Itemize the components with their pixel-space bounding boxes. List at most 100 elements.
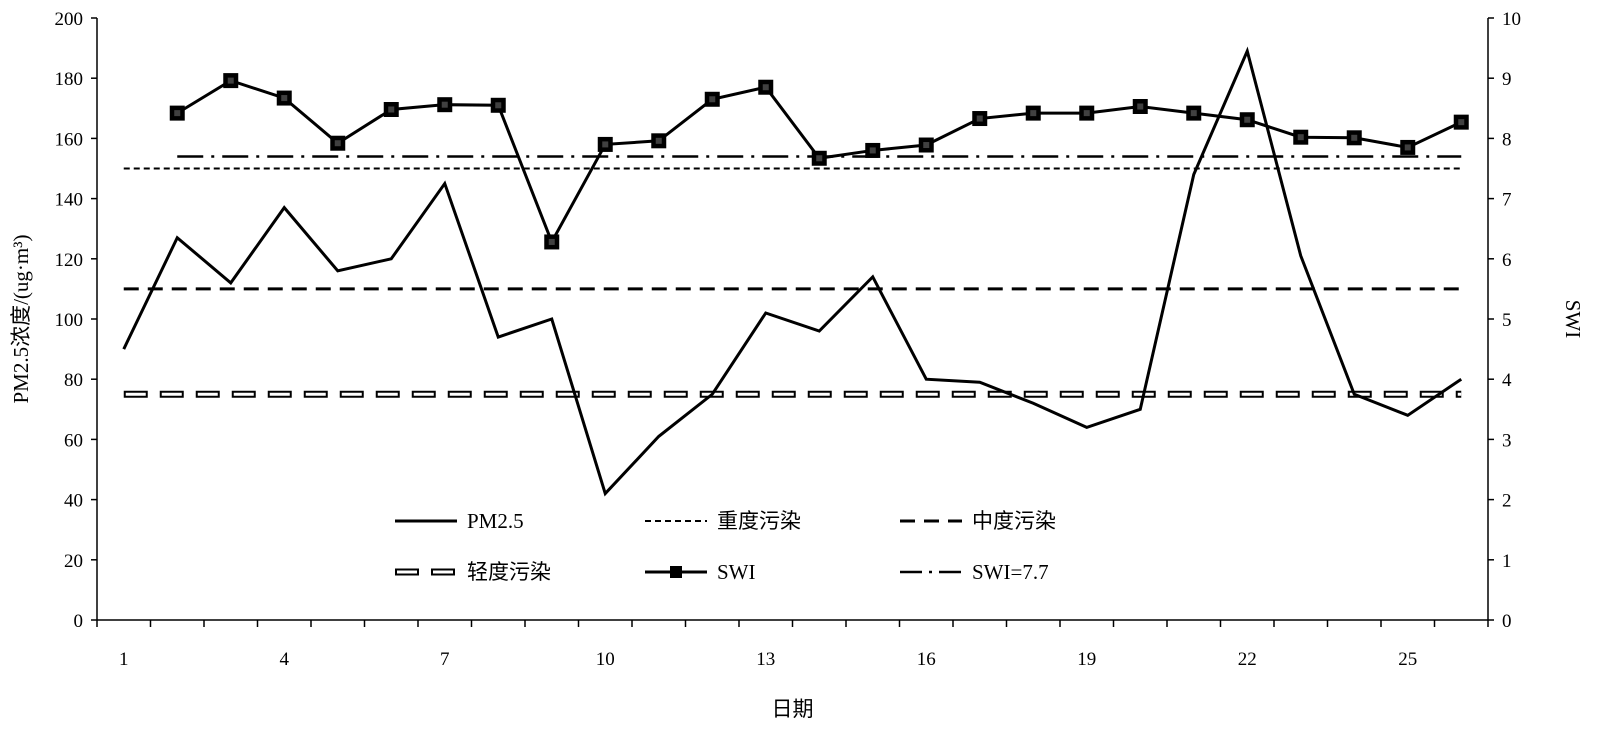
swi-point-marker xyxy=(865,142,881,158)
swi-point-marker-highlight xyxy=(1244,116,1251,123)
y-left-axis-title: PM2.5浓度/(ug·m³) xyxy=(9,234,33,403)
y-left-tick-label: 160 xyxy=(55,129,84,150)
y-right-tick-label: 4 xyxy=(1502,370,1512,391)
swi-point-marker-highlight xyxy=(1083,110,1090,117)
swi-point-marker-highlight xyxy=(1404,144,1411,151)
swi-point-marker-highlight xyxy=(976,115,983,122)
swi-point-marker-highlight xyxy=(923,142,930,149)
swi-point-marker-highlight xyxy=(1137,103,1144,110)
swi-point-marker xyxy=(1132,98,1148,114)
series-line-pm25 xyxy=(122,46,1463,497)
legend-label: PM2.5 xyxy=(467,509,524,533)
y-left-tick-label: 60 xyxy=(64,430,83,451)
swi-point-marker-highlight xyxy=(1458,119,1465,126)
y-left-tick-label: 100 xyxy=(55,310,84,331)
swi-point-marker-highlight xyxy=(1351,134,1358,141)
y-right-tick-label: 3 xyxy=(1502,430,1512,451)
x-tick-label: 13 xyxy=(756,649,775,670)
x-tick-label: 22 xyxy=(1238,649,1257,670)
y-right-axis-title: SWI xyxy=(1561,300,1585,339)
y-left-tick-label: 80 xyxy=(64,370,83,391)
y-left-tick-label: 200 xyxy=(55,9,84,30)
y-left-tick-label: 20 xyxy=(64,551,83,572)
x-tick-label: 7 xyxy=(440,649,450,670)
swi-point-marker-highlight xyxy=(495,102,502,109)
swi-point-marker-highlight xyxy=(816,155,823,162)
swi-point-marker-highlight xyxy=(709,96,716,103)
y-right-tick-label: 10 xyxy=(1502,9,1521,30)
swi-point-marker xyxy=(544,234,560,250)
legend-item: SWI=7.7 xyxy=(900,560,1049,584)
swi-point-marker-highlight xyxy=(227,77,234,84)
y-right-tick-label: 1 xyxy=(1502,551,1512,572)
legend-item: PM2.5 xyxy=(395,509,524,533)
swi-point-marker-highlight xyxy=(869,147,876,154)
swi-point-marker xyxy=(437,97,453,113)
x-tick-label: 25 xyxy=(1398,649,1417,670)
swi-point-marker xyxy=(490,97,506,113)
swi-point-marker xyxy=(972,111,988,127)
swi-point-marker xyxy=(1025,105,1041,121)
legend-label: 重度污染 xyxy=(717,509,801,533)
swi-point-marker-highlight xyxy=(281,95,288,102)
swi-point-marker-highlight xyxy=(441,101,448,108)
legend-item: 重度污染 xyxy=(645,509,801,533)
swi-point-marker-highlight xyxy=(1030,110,1037,117)
swi-point-marker-highlight xyxy=(334,140,341,147)
x-tick-label: 1 xyxy=(119,649,129,670)
y-right-tick-label: 6 xyxy=(1502,250,1512,271)
swi-point-marker xyxy=(704,91,720,107)
swi-point-marker xyxy=(651,133,667,149)
y-right-tick-label: 8 xyxy=(1502,129,1512,150)
y-left-tick-label: 0 xyxy=(74,611,84,632)
legend-label: 轻度污染 xyxy=(467,560,551,584)
swi-point-marker xyxy=(276,90,292,106)
legend-label: SWI=7.7 xyxy=(972,560,1049,584)
swi-point-marker-highlight xyxy=(548,238,555,245)
swi-point-marker xyxy=(223,73,239,89)
swi-point-marker xyxy=(597,136,613,152)
y-right-tick-label: 5 xyxy=(1502,310,1512,331)
legend-item: 轻度污染 xyxy=(395,560,551,584)
swi-point-marker-highlight xyxy=(388,106,395,113)
y-left-tick-label: 180 xyxy=(55,69,84,90)
swi-point-marker-highlight xyxy=(1297,134,1304,141)
legend-swatch-swi-marker xyxy=(670,566,682,578)
swi-point-marker-highlight xyxy=(174,110,181,117)
y-left-tick-label: 40 xyxy=(64,491,83,512)
swi-point-marker xyxy=(1346,130,1362,146)
swi-point-marker xyxy=(1239,112,1255,128)
swi-point-marker-highlight xyxy=(602,141,609,148)
swi-point-marker xyxy=(383,102,399,118)
y-right-tick-label: 0 xyxy=(1502,611,1512,632)
swi-point-marker xyxy=(811,150,827,166)
y-right-tick-label: 7 xyxy=(1502,190,1512,211)
x-tick-label: 16 xyxy=(917,649,936,670)
x-tick-label: 4 xyxy=(280,649,290,670)
swi-point-marker xyxy=(918,137,934,153)
swi-point-marker xyxy=(1293,129,1309,145)
legend-label: 中度污染 xyxy=(972,509,1056,533)
swi-point-marker xyxy=(758,79,774,95)
y-right-tick-label: 2 xyxy=(1502,491,1512,512)
swi-point-marker xyxy=(1453,114,1469,130)
swi-point-marker xyxy=(330,135,346,151)
x-tick-label: 19 xyxy=(1077,649,1096,670)
swi-point-marker xyxy=(1186,105,1202,121)
legend-item: SWI xyxy=(645,560,756,584)
y-left-tick-label: 120 xyxy=(55,250,84,271)
swi-point-marker xyxy=(1400,139,1416,155)
y-right-tick-label: 9 xyxy=(1502,69,1512,90)
swi-point-marker xyxy=(169,105,185,121)
swi-point-marker-highlight xyxy=(655,137,662,144)
x-tick-label: 10 xyxy=(596,649,615,670)
swi-point-marker-highlight xyxy=(1190,110,1197,117)
x-axis-title: 日期 xyxy=(772,697,814,721)
swi-point-marker-highlight xyxy=(762,84,769,91)
legend-label: SWI xyxy=(717,560,756,584)
y-left-tick-label: 140 xyxy=(55,190,84,211)
swi-point-marker xyxy=(1079,105,1095,121)
